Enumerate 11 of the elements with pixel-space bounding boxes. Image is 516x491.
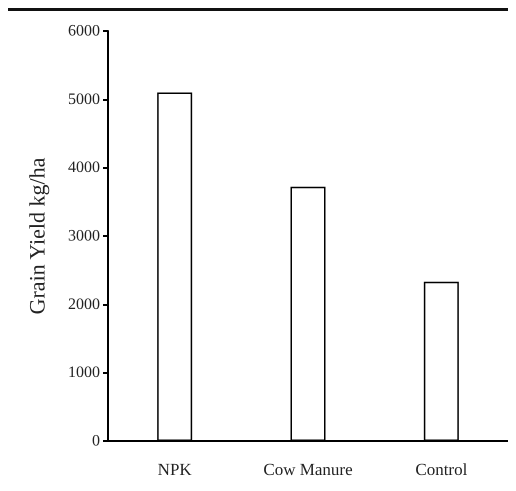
x-tick-label: Control — [415, 460, 468, 479]
y-tick-label: 1000 — [68, 364, 100, 382]
y-tick-label: 2000 — [68, 296, 100, 313]
y-tick-label: 3000 — [68, 228, 100, 244]
y-tick-label: 4000 — [68, 159, 100, 176]
x-tick-label: NPK — [158, 460, 192, 479]
y-tick-label: 6000 — [68, 22, 100, 40]
y-tick-label: 0 — [92, 432, 100, 450]
y-axis-title: Grain Yield kg/ha — [24, 157, 50, 314]
y-tick-label: 5000 — [68, 90, 100, 108]
x-tick-label: Cow Manure — [263, 460, 353, 479]
